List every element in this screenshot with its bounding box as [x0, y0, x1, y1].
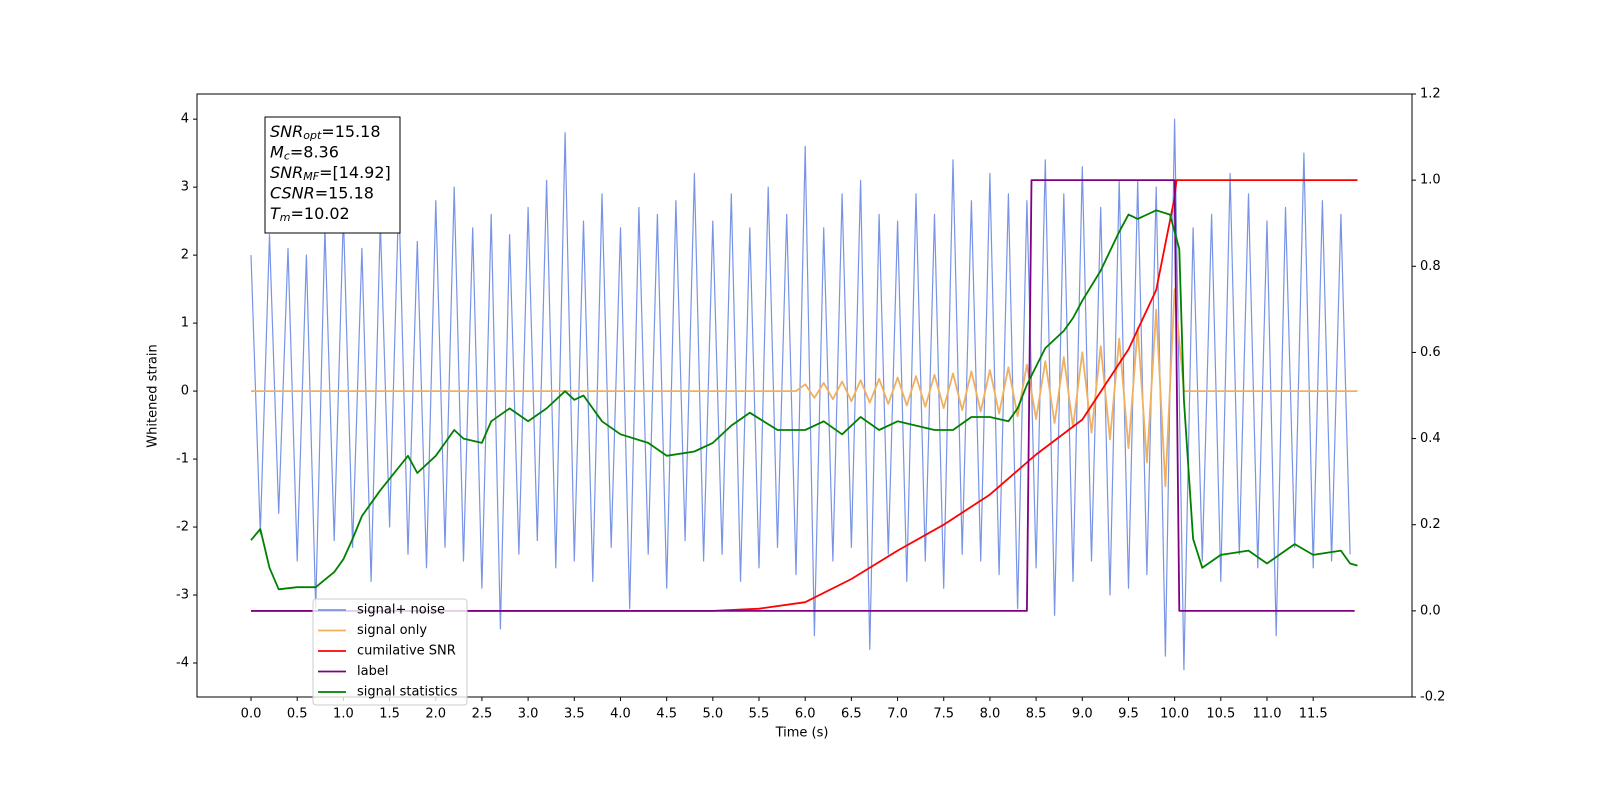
y-tick-label: 1	[181, 316, 189, 331]
plot-lines	[250, 118, 1358, 671]
y-tick-label: 3	[181, 180, 189, 195]
annotation-line: Tm=10.02	[270, 204, 350, 225]
y2-tick-label: -0.2	[1420, 690, 1445, 705]
x-tick-label: 9.0	[1072, 707, 1093, 722]
y-tick-label: 4	[181, 112, 189, 127]
y-tick-label: -4	[176, 656, 189, 671]
legend-label: label	[357, 664, 388, 679]
annotation-name: SNR	[270, 122, 303, 141]
y2-tick-label: 0.0	[1420, 603, 1441, 618]
y2-tick-label: 0.4	[1420, 431, 1441, 446]
x-tick-label: 4.0	[610, 707, 631, 722]
annotation-text: =15.18	[315, 183, 374, 202]
plot-frame	[196, 93, 1413, 698]
x-tick-label: 9.5	[1118, 707, 1139, 722]
annotation-text: =8.36	[290, 142, 339, 161]
x-tick-label: 6.0	[795, 707, 816, 722]
y-tick-label: 2	[181, 248, 189, 263]
annotation-text: =10.02	[291, 204, 350, 223]
x-axis-label: Time (s)	[775, 726, 829, 741]
series-line	[250, 209, 1358, 591]
annotation-sub: opt	[303, 129, 322, 142]
y2-tick-label: 1.0	[1420, 173, 1441, 188]
x-tick-label: 4.5	[656, 707, 677, 722]
x-tick-label: 1.5	[379, 707, 400, 722]
x-tick-label: 7.0	[887, 707, 908, 722]
annotation-line: SNRMF=[14.92]	[270, 163, 391, 184]
x-tick-label: 10.5	[1206, 707, 1235, 722]
y-tick-label: -2	[176, 520, 189, 535]
y2-tick-label: 0.8	[1420, 259, 1441, 274]
y2-tick-label: 1.2	[1420, 87, 1441, 102]
x-tick-label: 0.5	[287, 707, 308, 722]
series-line	[251, 179, 1358, 612]
x-tick-label: 2.0	[425, 707, 446, 722]
x-tick-label: 11.0	[1253, 707, 1282, 722]
x-tick-label: 11.5	[1299, 707, 1328, 722]
legend-label: signal statistics	[357, 685, 458, 700]
legend-label: signal only	[357, 623, 427, 638]
x-tick-label: 10.0	[1160, 707, 1189, 722]
x-tick-label: 1.0	[333, 707, 354, 722]
series-line	[251, 288, 1358, 488]
legend-label: cumilative SNR	[357, 644, 456, 659]
annotation-line: Mc=8.36	[270, 142, 339, 163]
x-tick-label: 3.5	[564, 707, 585, 722]
annotation-name: M	[270, 142, 284, 161]
x-tick-label: 6.5	[841, 707, 862, 722]
y2-tick-label: 0.6	[1420, 345, 1441, 360]
annotation-name: SNR	[270, 163, 303, 182]
legend-label: signal+ noise	[357, 603, 445, 618]
annotation-frame	[264, 116, 401, 234]
x-tick-label: 7.5	[933, 707, 954, 722]
series-line	[251, 179, 1355, 612]
x-tick-label: 5.0	[702, 707, 723, 722]
x-tick-label: 5.5	[749, 707, 770, 722]
annotation-box: SNRopt=15.18Mc=8.36SNRMF=[14.92]CSNR=15.…	[264, 116, 401, 234]
annotation-text: =15.18	[321, 122, 380, 141]
annotation-line: CSNR=15.18	[270, 183, 374, 202]
x-tick-label: 8.5	[1026, 707, 1047, 722]
series-line	[250, 118, 1351, 671]
annotation-sub: m	[280, 211, 291, 224]
x-tick-label: 0.0	[241, 707, 262, 722]
annotation-name: T	[270, 204, 281, 223]
annotation-line: SNRopt=15.18	[270, 122, 381, 143]
x-tick-label: 8.0	[980, 707, 1001, 722]
y-tick-label: 0	[181, 384, 189, 399]
annotation-name: CSNR	[270, 183, 315, 202]
x-tick-label: 3.0	[518, 707, 539, 722]
y2-tick-label: 0.2	[1420, 517, 1441, 532]
y-tick-label: -1	[176, 452, 189, 467]
annotation-sub: c	[284, 150, 290, 163]
y-tick-label: -3	[176, 588, 189, 603]
annotation-sub: MF	[303, 170, 319, 183]
legend-frame	[312, 598, 468, 706]
legend: signal+ noise signal only cumilative SNR la…	[312, 598, 468, 706]
x-tick-label: 2.5	[472, 707, 493, 722]
annotation-text: =[14.92]	[319, 163, 391, 182]
y-axis-label: Whitened strain	[146, 344, 161, 447]
